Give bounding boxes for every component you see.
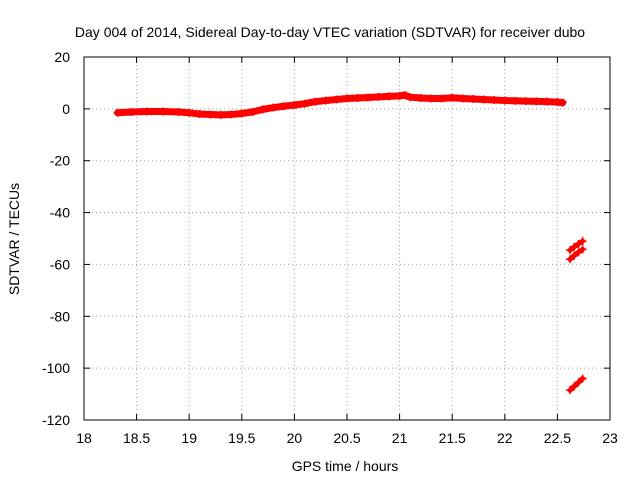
data-point: [511, 96, 520, 105]
data-point: [206, 110, 215, 119]
x-tick-label: 23: [602, 430, 618, 446]
data-point: [416, 93, 425, 102]
axis-ticks: 18 18.5 19 19.5 20 20.5 21 21.5 22 22.5 23 20 0 -20 -4…: [42, 49, 618, 446]
x-tick-label: 20.5: [333, 430, 360, 446]
y-tick-label: 0: [62, 101, 70, 117]
data-point: [113, 108, 122, 117]
data-point: [185, 108, 194, 117]
x-axis-label: GPS time / hours: [292, 458, 399, 474]
data-point: [364, 93, 373, 102]
data-point: [566, 246, 575, 255]
data-point: [158, 107, 167, 116]
data-point: [500, 96, 509, 105]
data-point: [258, 105, 267, 114]
chart-title: Day 004 of 2014, Sidereal Day-to-day VTE…: [75, 24, 585, 40]
series-line-arc-3: [567, 246, 586, 262]
series-line-SDTVAR: [114, 91, 567, 119]
series-line-arc-2: [567, 238, 586, 253]
x-tick-label: 18.5: [123, 430, 150, 446]
data-point: [448, 93, 457, 102]
data-point: [469, 95, 478, 104]
data-point: [311, 97, 320, 106]
data-point: [300, 99, 309, 108]
data-point: [400, 91, 409, 100]
data-point: [174, 107, 183, 116]
x-tick-label: 21.5: [439, 430, 466, 446]
data-point: [578, 374, 587, 383]
x-tick-label: 22.5: [544, 430, 571, 446]
data-point: [195, 110, 204, 119]
y-tick-label: -80: [50, 308, 70, 324]
data-point: [558, 98, 567, 107]
data-point: [269, 103, 278, 112]
data-series: [113, 91, 587, 395]
data-point: [406, 93, 415, 102]
data-point: [237, 109, 246, 118]
data-point: [578, 237, 587, 246]
x-tick-label: 21: [392, 430, 408, 446]
data-point: [437, 94, 446, 103]
data-point: [542, 97, 551, 106]
data-point: [374, 92, 383, 101]
y-tick-label: 20: [54, 49, 70, 65]
data-point: [385, 92, 394, 101]
data-point: [290, 100, 299, 109]
data-point: [227, 110, 236, 119]
y-tick-label: -100: [42, 360, 70, 376]
data-point: [570, 242, 579, 251]
y-tick-label: -40: [50, 205, 70, 221]
x-tick-label: 19.5: [228, 430, 255, 446]
data-point: [127, 107, 136, 116]
y-tick-label: -60: [50, 256, 70, 272]
data-point: [353, 93, 362, 102]
data-point: [521, 97, 530, 106]
data-point: [490, 96, 499, 105]
series-line-arc-4: [567, 376, 586, 393]
data-point: [574, 248, 583, 257]
data-point: [248, 107, 257, 116]
data-point: [578, 245, 587, 254]
data-point: [574, 378, 583, 387]
data-point: [321, 96, 330, 105]
data-point: [395, 91, 404, 100]
data-point: [570, 251, 579, 260]
data-point: [570, 382, 579, 391]
y-tick-label: -20: [50, 153, 70, 169]
data-point: [458, 94, 467, 103]
y-axis-label: SDTVAR / TECUs: [6, 183, 22, 295]
data-point: [332, 95, 341, 104]
x-tick-label: 19: [181, 430, 197, 446]
data-point: [574, 239, 583, 248]
data-point: [143, 107, 152, 116]
data-point: [566, 255, 575, 264]
data-point: [279, 102, 288, 111]
x-tick-label: 20: [287, 430, 303, 446]
x-tick-label: 22: [497, 430, 513, 446]
data-point: [343, 94, 351, 103]
data-point: [566, 386, 575, 395]
data-point: [479, 95, 488, 104]
x-tick-label: 18: [76, 430, 92, 446]
data-point: [216, 110, 225, 119]
y-tick-label: -120: [42, 412, 70, 428]
data-point: [532, 97, 541, 106]
data-point: [427, 94, 436, 103]
